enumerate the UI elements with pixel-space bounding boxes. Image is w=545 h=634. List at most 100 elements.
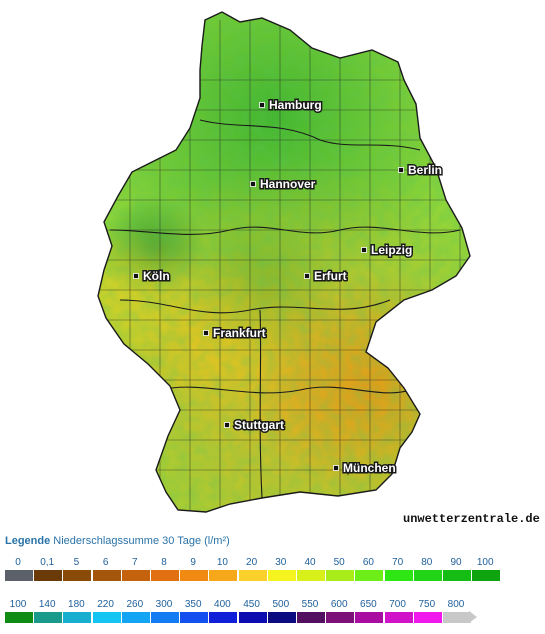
row1-swatch — [121, 570, 150, 581]
row1-label: 0,1 — [40, 557, 55, 568]
row2-swatch — [63, 612, 92, 623]
row2-label: 500 — [272, 599, 290, 610]
city-leipzig: Leipzig — [361, 242, 414, 259]
row2-swatch — [180, 612, 209, 623]
row1-label: 6 — [102, 557, 109, 568]
city-marker — [250, 181, 256, 187]
row1-label: 90 — [450, 557, 462, 568]
row2-swatch — [121, 612, 150, 623]
city-frankfurt: Frankfurt — [203, 325, 267, 342]
city-label: Köln — [143, 269, 170, 283]
city-marker — [133, 273, 139, 279]
row2-swatch — [151, 612, 179, 623]
row2-label: 180 — [68, 599, 85, 610]
city-marker — [304, 273, 310, 279]
row2-label: 600 — [330, 599, 348, 610]
row1-swatch — [326, 570, 355, 581]
city-muenchen: München — [333, 460, 397, 477]
row1-swatch — [63, 570, 92, 581]
row1-label: 20 — [246, 557, 258, 568]
row1-swatch — [355, 570, 384, 581]
row2-label: 300 — [155, 599, 173, 610]
row2-swatch — [384, 612, 413, 623]
row1-swatch — [472, 570, 501, 581]
row1-swatch — [267, 570, 296, 581]
row1-label: 7 — [132, 557, 138, 568]
city-marker — [259, 102, 265, 108]
legend: Legende Niederschlagssumme 30 Tage (l/m²… — [0, 530, 545, 634]
row2-swatch — [267, 612, 296, 623]
row2-label: 700 — [389, 599, 406, 610]
row2-label: 350 — [184, 599, 202, 610]
row2-swatch — [297, 612, 325, 623]
row2-swatch — [326, 612, 355, 623]
row1-swatch — [297, 570, 325, 581]
row1-label: 100 — [476, 557, 494, 568]
legend-title-bold: Legende — [5, 535, 51, 547]
row2-swatch — [34, 612, 63, 623]
row1-label: 80 — [421, 557, 433, 568]
city-label: Hamburg — [269, 98, 322, 112]
row1-label: 8 — [161, 557, 167, 568]
legend-arrow-icon — [469, 611, 477, 623]
city-hamburg: Hamburg — [259, 97, 323, 114]
row1-swatch — [180, 570, 209, 581]
row1-label: 30 — [275, 557, 287, 568]
row2-label: 550 — [301, 599, 319, 610]
city-marker — [361, 247, 367, 253]
district-borders — [100, 20, 470, 512]
row1-label: 9 — [190, 557, 196, 568]
row2-label: 450 — [243, 599, 260, 610]
row1-label: 10 — [216, 557, 228, 568]
row1-swatch — [209, 570, 238, 581]
row2-swatch — [209, 612, 238, 623]
row2-label: 800 — [447, 599, 465, 610]
city-label: Stuttgart — [234, 418, 284, 432]
row2-label: 100 — [9, 599, 27, 610]
city-label: Frankfurt — [213, 326, 266, 340]
country-border — [97, 11, 471, 513]
row1-swatch — [238, 570, 267, 581]
row2-swatch — [443, 612, 471, 623]
city-stuttgart: Stuttgart — [224, 417, 286, 434]
row1-label: 5 — [73, 557, 80, 568]
row1-swatch — [151, 570, 179, 581]
state-borders — [109, 119, 461, 499]
row1-swatch — [34, 570, 63, 581]
row2-swatch — [355, 612, 384, 623]
row1-swatch — [443, 570, 471, 581]
city-marker — [224, 422, 230, 428]
row1-swatch — [5, 570, 33, 581]
row2-label: 650 — [360, 599, 377, 610]
row1-swatch — [384, 570, 413, 581]
city-label: Berlin — [408, 163, 442, 177]
row2-label: 750 — [418, 599, 436, 610]
city-label: Hannover — [260, 177, 316, 191]
row2-label: 140 — [38, 599, 56, 610]
city-label: Erfurt — [314, 269, 347, 283]
city-marker — [203, 330, 209, 336]
precipitation-map: Hamburg Berlin Hannover Leipzig Köln Erfurt Fr… — [97, 11, 540, 526]
city-label: Leipzig — [371, 243, 412, 257]
row1-label: 40 — [304, 557, 316, 568]
city-label: München — [343, 461, 396, 475]
row1-label: 70 — [392, 557, 404, 568]
row2-swatch — [238, 612, 267, 623]
city-markers: Hamburg Berlin Hannover Leipzig Köln Erfurt Fr… — [133, 97, 444, 477]
legend-title: Legende Niederschlagssumme 30 Tage (l/m²… — [5, 535, 230, 547]
city-marker — [398, 167, 404, 173]
legend-title-text: Niederschlagssumme 30 Tage (l/m²) — [53, 535, 230, 547]
row1-swatch — [92, 570, 121, 581]
city-marker — [333, 465, 339, 471]
row2-label: 400 — [214, 599, 231, 610]
row2-label: 260 — [126, 599, 144, 610]
row1-label: 60 — [362, 557, 374, 568]
city-berlin: Berlin — [398, 162, 444, 179]
row1-swatch — [413, 570, 442, 581]
row1-label: 0 — [15, 557, 21, 568]
watermark: unwetterzentrale.de — [403, 512, 540, 526]
row2-swatch — [92, 612, 121, 623]
city-hannover: Hannover — [250, 176, 317, 193]
row1-label: 50 — [333, 557, 345, 568]
row2-swatch — [5, 612, 33, 623]
